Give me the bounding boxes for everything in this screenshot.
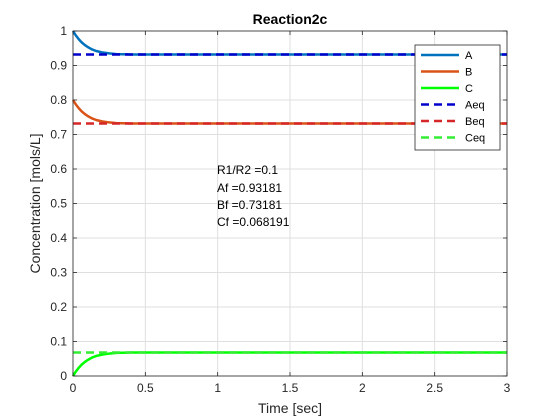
legend: ABC Aeq Beq Ceq [415,45,500,150]
x-tick-label: 3 [504,381,511,395]
y-tick-label: 0.7 [50,128,67,142]
x-tick-label: 2.5 [426,381,443,395]
legend-label-beq: Beq [465,116,485,128]
x-tick-label: 1 [214,381,221,395]
x-tick-label: 0 [70,381,77,395]
y-tick-label: 0.6 [50,162,67,176]
x-tick-label: 0.5 [137,381,154,395]
y-axis-label: Concentration [mols/L] [27,133,43,273]
annotation-af: Af =0.93181 [217,181,282,195]
chart-title: Reaction2c [253,11,328,27]
annotation-ratio: R1/R2 =0.1 [217,163,278,177]
legend-label-ceq: Ceq [465,133,485,145]
legend-box [415,45,500,150]
annotation-cf: Cf =0.068191 [217,215,290,229]
y-tick-label: 0.5 [50,197,67,211]
y-tick-label: 0.3 [50,266,67,280]
legend-label-c: C [465,83,473,95]
y-tick-label: 0.2 [50,300,67,314]
y-tick-label: 0.4 [50,231,67,245]
legend-label-aeq: Aeq [465,100,485,112]
y-tick-label: 0.8 [50,93,67,107]
x-tick-label: 2 [359,381,366,395]
x-tick-label: 1.5 [282,381,299,395]
legend-label-b: B [465,67,472,79]
legend-label-a: A [465,50,473,62]
y-tick-label: 0.1 [50,335,67,349]
y-tick-label: 0 [60,369,67,383]
y-tick-label: 1 [60,24,67,38]
annotation-bf: Bf =0.73181 [217,198,282,212]
x-axis-label: Time [sec] [258,400,322,416]
y-tick-label: 0.9 [50,59,67,73]
